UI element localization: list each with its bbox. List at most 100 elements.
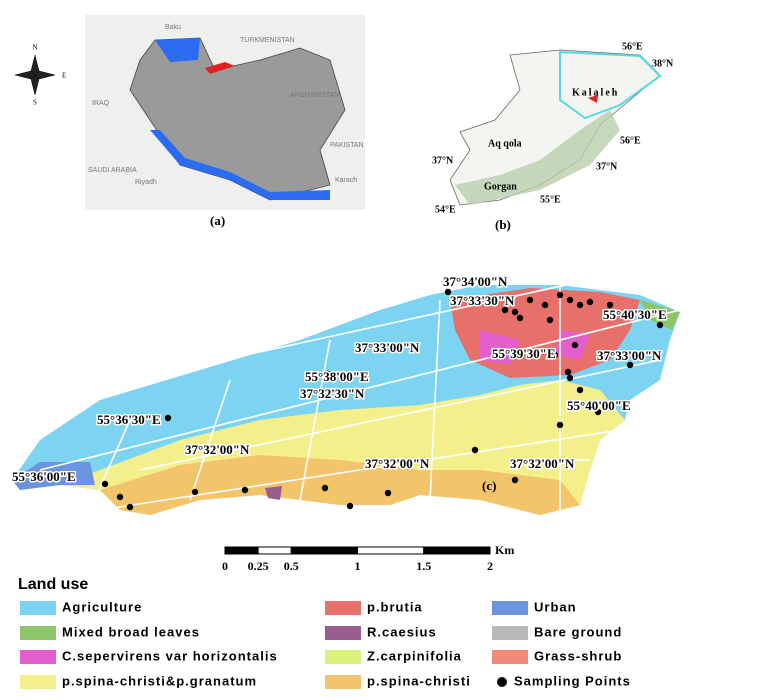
caption: (b) <box>495 217 511 232</box>
scale-segment <box>357 546 425 555</box>
label: 37°32'30"N <box>300 386 365 401</box>
label: Aq qola <box>488 138 522 149</box>
legend-label: Mixed broad leaves <box>62 624 200 639</box>
caption: (a) <box>210 213 225 228</box>
label: 55°36'00"E <box>12 469 76 484</box>
urban-area <box>12 462 95 490</box>
sampling-point <box>384 489 392 497</box>
sampling-point <box>191 488 199 496</box>
legend-swatch <box>492 650 528 664</box>
label: 55°40'00"E <box>567 398 631 413</box>
label: 56°E <box>620 135 641 146</box>
label: AFGHANISTAN <box>290 92 339 99</box>
label: 37°33'00"N <box>597 348 662 363</box>
legend-swatch <box>20 675 56 689</box>
label: 55°39'30"E <box>492 346 556 361</box>
label: 37°32'00"N <box>365 456 430 471</box>
label: S <box>33 99 37 107</box>
graticule <box>39 259 681 515</box>
scale-label: 2 <box>487 559 493 573</box>
study-area <box>205 62 235 74</box>
legend-label: Agriculture <box>62 599 142 614</box>
sampling-point <box>241 486 249 494</box>
legend-swatch <box>325 650 361 664</box>
sampling-point <box>516 314 524 322</box>
sampling-point <box>571 341 579 349</box>
label: 37°32'00"N <box>185 442 250 457</box>
label: 55°40'30"E <box>603 307 667 322</box>
label: Kalaleh <box>572 87 619 98</box>
caption: (c) <box>482 478 496 493</box>
panel-a: Baku TURKMENISTAN AFGHANISTAN IRAQ SAUDI… <box>85 15 365 228</box>
label: Riyadh <box>135 179 157 186</box>
label: Karach <box>335 177 357 184</box>
legend-title: Land use <box>18 576 88 593</box>
label: 37°33'30"N <box>450 293 515 308</box>
label: Baku <box>165 24 181 31</box>
scale-label: 0 <box>222 559 228 573</box>
label: PAKISTAN <box>330 142 364 149</box>
scale-segment <box>423 546 491 555</box>
scale-label: 0.25 <box>248 559 269 573</box>
sampling-point <box>586 298 594 306</box>
legend-swatch <box>20 601 56 615</box>
sampling-point <box>606 301 614 309</box>
sampling-point <box>594 408 602 416</box>
label: 55°E <box>540 194 561 205</box>
gulf <box>150 130 330 200</box>
label: Gorgan <box>484 181 517 192</box>
scale-label: 0.5 <box>284 559 299 573</box>
legend-label: p.brutia <box>367 599 423 614</box>
sampling-points <box>101 288 664 511</box>
sampling-point <box>541 301 549 309</box>
label: 37°32'00"N <box>510 456 575 471</box>
sampling-point <box>551 351 559 359</box>
sampling-point <box>466 296 474 304</box>
caesius-area <box>265 486 282 500</box>
label: 37°34'00"N <box>443 274 508 289</box>
sampling-point <box>444 288 452 296</box>
scale-unit: Km <box>495 543 514 557</box>
sampling-point <box>324 370 332 378</box>
legend: Land use Agriculture p.brutia Urban Mixed b… <box>18 576 631 689</box>
scale-segment <box>290 546 358 555</box>
panel-b: 56°E 38°N Kalaleh 56°E Aq qola 37°N 37°N… <box>432 41 674 232</box>
sampling-point <box>556 291 564 299</box>
label: E <box>62 72 66 80</box>
sampling-point <box>656 321 664 329</box>
legend-swatch <box>325 601 361 615</box>
label: IRAQ <box>92 100 110 107</box>
sampling-point <box>101 480 109 488</box>
label: 38°N <box>652 58 674 69</box>
sampling-point <box>566 296 574 304</box>
label: 37°N <box>432 155 454 166</box>
label: 55°38'00"E <box>305 369 369 384</box>
label: 37°33'00"N <box>355 340 420 355</box>
legend-swatch <box>325 626 361 640</box>
sampling-point <box>511 308 519 316</box>
scale-segment <box>224 546 259 555</box>
label: SAUDI ARABIA <box>88 167 137 174</box>
legend-label: Sampling Points <box>514 673 631 688</box>
spina-area <box>100 455 580 515</box>
legend-swatch <box>325 675 361 689</box>
legend-swatch <box>20 650 56 664</box>
label: 37°N <box>596 161 618 172</box>
label: TURKMENISTAN <box>240 37 295 44</box>
label: N <box>32 44 37 52</box>
sampling-point <box>164 414 172 422</box>
sampling-point <box>321 484 329 492</box>
panel-c: 37°34'00"N 37°33'30"N 55°40'30"E 37°33'0… <box>11 259 681 515</box>
legend-swatch <box>497 677 507 687</box>
sampling-point <box>511 476 519 484</box>
sampling-point <box>501 306 509 314</box>
scale-label: 1 <box>355 559 361 573</box>
sampling-point <box>576 386 584 394</box>
sampling-point <box>564 368 572 376</box>
legend-label: Urban <box>534 599 577 614</box>
sampling-point <box>546 316 554 324</box>
label: 55°36'30"E <box>97 412 161 427</box>
sampling-point <box>576 301 584 309</box>
sampling-point <box>471 446 479 454</box>
